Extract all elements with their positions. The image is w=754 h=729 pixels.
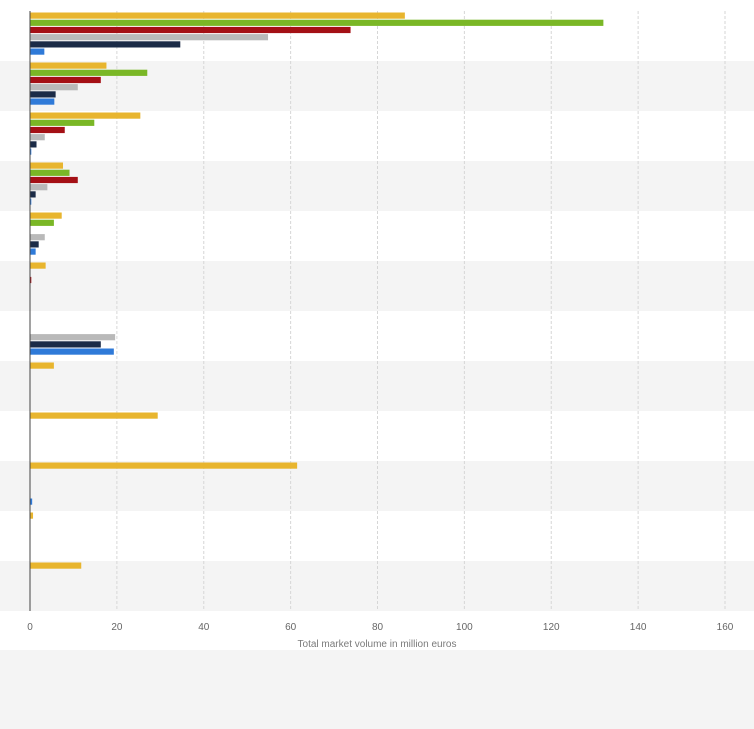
x-tick-label: 40 xyxy=(198,622,210,633)
bar-2-series-5 xyxy=(30,91,56,98)
bar-1-series-1 xyxy=(30,12,405,19)
x-tick-label: 20 xyxy=(111,622,123,633)
bar-4-series-6 xyxy=(30,198,32,205)
bar-4-series-4 xyxy=(30,184,48,191)
bar-10-series-1 xyxy=(30,462,298,469)
bar-4-series-3 xyxy=(30,176,78,184)
bar-7-series-4 xyxy=(30,334,116,341)
bar-2-series-4 xyxy=(30,84,78,91)
bar-1-series-6 xyxy=(30,48,45,55)
bar-2-series-1 xyxy=(30,62,107,69)
x-tick-label: 120 xyxy=(543,622,560,633)
bar-1-series-4 xyxy=(30,34,269,41)
bar-7-series-6 xyxy=(30,348,114,355)
bar-3-series-3 xyxy=(30,126,65,134)
bar-5-series-1 xyxy=(30,212,62,219)
x-tick-label: 160 xyxy=(717,622,734,633)
bar-3-series-2 xyxy=(30,119,95,126)
x-axis-label: Total market volume in million euros xyxy=(298,639,457,650)
bar-8-series-1 xyxy=(30,362,54,369)
bar-4-series-5 xyxy=(30,191,36,198)
bar-2-series-3 xyxy=(30,76,101,84)
bar-2-series-6 xyxy=(30,98,55,105)
bar-3-series-4 xyxy=(30,134,45,141)
bars xyxy=(30,12,604,569)
bar-6-series-3 xyxy=(30,276,32,284)
bar-3-series-5 xyxy=(30,141,37,148)
bar-5-series-6 xyxy=(30,248,36,255)
x-tick-label: 0 xyxy=(27,622,33,633)
gridlines xyxy=(116,11,726,611)
bar-11-series-1 xyxy=(30,512,34,519)
bar-5-series-4 xyxy=(30,234,45,241)
bar-6-series-1 xyxy=(30,262,46,269)
bar-9-series-1 xyxy=(30,412,158,419)
bar-1-series-5 xyxy=(30,41,181,48)
bar-4-series-1 xyxy=(30,162,64,169)
bar-7-series-5 xyxy=(30,341,101,348)
bar-5-series-5 xyxy=(30,241,39,248)
x-tick-label: 100 xyxy=(456,622,473,633)
bar-5-series-2 xyxy=(30,219,54,226)
bar-1-series-2 xyxy=(30,19,604,26)
bar-1-series-3 xyxy=(30,26,351,34)
bar-3-series-6 xyxy=(30,148,32,155)
bar-12-series-1 xyxy=(30,562,82,569)
bar-10-series-6 xyxy=(30,498,33,505)
bar-4-series-2 xyxy=(30,169,70,176)
x-tick-label: 80 xyxy=(372,622,384,633)
bar-2-series-2 xyxy=(30,69,148,76)
x-tick-label: 60 xyxy=(285,622,297,633)
footer-band xyxy=(0,650,754,729)
x-tick-label: 140 xyxy=(630,622,647,633)
x-tick-labels: 0 20 40 60 80 100 120 140 160 xyxy=(27,622,734,633)
bar-3-series-1 xyxy=(30,112,141,119)
